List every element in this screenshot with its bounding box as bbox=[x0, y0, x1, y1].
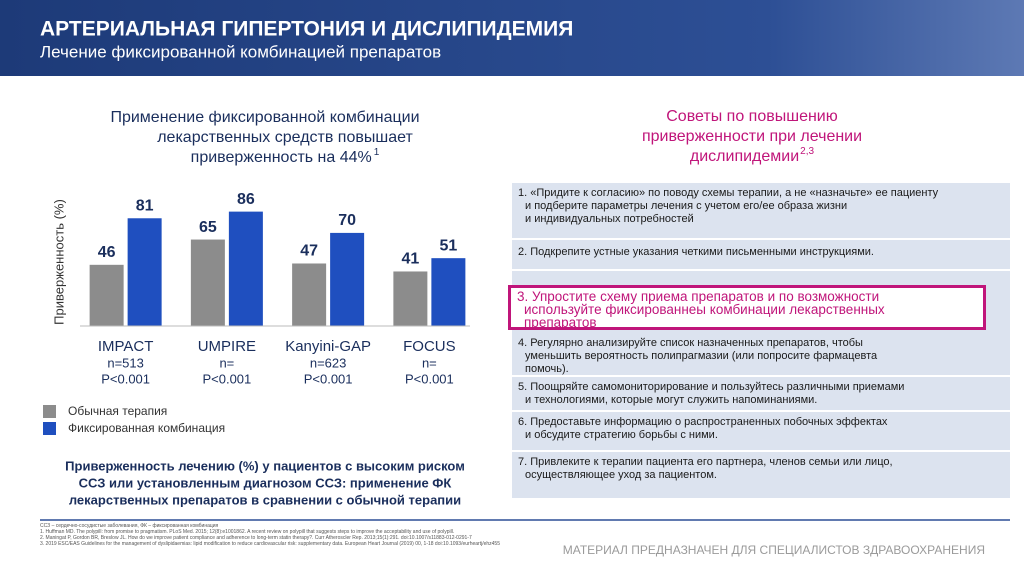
category-sublabel: P<0.001 bbox=[304, 371, 353, 386]
tip-line: 4. Регулярно анализируйте список назначе… bbox=[518, 337, 863, 349]
category-sublabel: P<0.001 bbox=[405, 371, 454, 386]
superscript: 1 bbox=[374, 147, 380, 158]
tips-title: приверженности при лечении bbox=[642, 128, 862, 145]
tip-line: 1. «Придите к согласию» по поводу схемы … bbox=[518, 187, 939, 199]
superscript: 2,3 bbox=[800, 146, 814, 157]
tips-title: дислипидемии2,3 bbox=[690, 146, 815, 166]
tip-line: и индивидуальных потребностей bbox=[525, 213, 694, 225]
value-label: 41 bbox=[401, 251, 419, 268]
footnote: ССЗ – сердечно-сосудистые заболевания, Ф… bbox=[40, 523, 219, 529]
legend-swatch bbox=[43, 405, 56, 418]
chart: Приверженность (%) 4681IMPACTn=513P<0.001… bbox=[43, 191, 470, 435]
chart-heading: Применение фиксированной комбинации bbox=[110, 109, 419, 126]
category-sublabel: P<0.001 bbox=[202, 371, 251, 386]
tips-title: Советы по повышению bbox=[666, 108, 838, 125]
bar bbox=[228, 211, 263, 326]
tip-line: осуществляющее уход за пациентом. bbox=[525, 469, 717, 481]
category-sublabel: P<0.001 bbox=[101, 371, 150, 386]
tip-line: 7. Привлеките к терапии пациента его пар… bbox=[518, 456, 893, 468]
bar bbox=[127, 218, 162, 326]
bar bbox=[431, 258, 466, 326]
tip-line: уменьшить вероятность полипрагмазии (или… bbox=[525, 350, 878, 362]
tip-line: 5. Поощряйте самомониторирование и польз… bbox=[518, 381, 905, 393]
chart-heading-line: приверженность на 44% bbox=[191, 149, 372, 166]
category-sublabel: n=623 bbox=[310, 355, 347, 370]
legend-label: Обычная терапия bbox=[68, 404, 167, 418]
header-band bbox=[0, 0, 1024, 76]
tip-line: 6. Предоставьте информацию о распростран… bbox=[518, 416, 888, 428]
tip-item: 1. «Придите к согласию» по поводу схемы … bbox=[512, 183, 1010, 240]
footnote: 1. Huffman MD. The polypill: from promis… bbox=[40, 529, 455, 535]
tips-title-line: Советы по повышению bbox=[666, 108, 838, 125]
chart-heading: лекарственных средств повышает bbox=[157, 129, 413, 146]
header-subtitle: Лечение фиксированной комбинацией препар… bbox=[40, 42, 441, 61]
chart-note: ССЗ или установленным диагнозом ССЗ: при… bbox=[79, 475, 452, 490]
tips-box: 1. «Придите к согласию» по поводу схемы … bbox=[508, 183, 1010, 500]
bar bbox=[393, 271, 428, 326]
category-sublabel: n=513 bbox=[107, 355, 144, 370]
tips-title-line: дислипидемии bbox=[690, 148, 799, 165]
value-label: 65 bbox=[199, 219, 217, 236]
bar bbox=[89, 264, 124, 326]
chart-heading: приверженность на 44% 1 bbox=[191, 147, 380, 167]
tip-item: 7. Привлеките к терапии пациента его пар… bbox=[512, 452, 1010, 500]
tip-item: 4. Регулярно анализируйте список назначе… bbox=[512, 333, 1010, 377]
value-label: 81 bbox=[136, 197, 154, 214]
tip-item: 5. Поощряйте самомониторирование и польз… bbox=[512, 377, 1010, 412]
bar bbox=[330, 232, 365, 326]
value-label: 47 bbox=[300, 243, 318, 260]
y-axis-label: Приверженность (%) bbox=[51, 199, 66, 325]
value-label: 51 bbox=[439, 237, 457, 254]
chart-heading-line: лекарственных средств повышает bbox=[157, 129, 413, 146]
footnote: 2. Maningat P, Gordon BR, Breslow JL. Ho… bbox=[40, 535, 472, 541]
tip-line: и технологиями, которые могут служить на… bbox=[525, 394, 818, 406]
tip-line: 2. Подкрепите устные указания четкими пи… bbox=[518, 246, 874, 258]
tip-line: 3. Упростите схему приема препаратов и п… bbox=[517, 289, 880, 304]
chart-heading-line: Применение фиксированной комбинации bbox=[110, 109, 419, 126]
legend-label: Фиксированная комбинация bbox=[68, 421, 225, 435]
tip-line: и подберите параметры лечения с учетом е… bbox=[525, 200, 848, 212]
footnotes: ССЗ – сердечно-сосудистые заболевания, Ф… bbox=[40, 523, 530, 547]
value-label: 46 bbox=[98, 244, 116, 261]
tip-item: 2. Подкрепите устные указания четкими пи… bbox=[512, 240, 1010, 271]
tips-title-line: приверженности при лечении bbox=[642, 128, 862, 145]
tip-line: используйте фиксированнеы комбинации лек… bbox=[524, 302, 885, 317]
bar bbox=[190, 239, 225, 326]
category-label: Kanyini-GAP bbox=[285, 338, 371, 355]
legend-swatch bbox=[43, 422, 56, 435]
tip-line: препаратов bbox=[524, 315, 597, 330]
tip-item: 6. Предоставьте информацию о распростран… bbox=[512, 412, 1010, 452]
category-label: UMPIRE bbox=[198, 338, 256, 355]
tip-line: и обсудите стратегию борьбы с ними. bbox=[525, 429, 718, 441]
category-sublabel: n= bbox=[219, 355, 234, 370]
chart-note: Приверженность лечению (%) у пациентов с… bbox=[65, 458, 465, 473]
tip-line: помочь). bbox=[525, 363, 569, 375]
category-label: IMPACT bbox=[98, 338, 154, 355]
chart-note: лекарственных препаратов в сравнении с о… bbox=[69, 492, 461, 507]
category-label: FOCUS bbox=[403, 338, 456, 355]
tip-item: 3. Упростите схему приема препаратов и п… bbox=[508, 285, 986, 330]
bar bbox=[292, 263, 327, 326]
footnote: 3. 2019 ESC/EAS Guidelines for the manag… bbox=[40, 541, 500, 547]
header-title: АРТЕРИАЛЬНАЯ ГИПЕРТОНИЯ И ДИСЛИПИДЕМИЯ bbox=[40, 18, 573, 41]
footer-text: МАТЕРИАЛ ПРЕДНАЗНАЧЕН ДЛЯ СПЕЦИАЛИСТОВ З… bbox=[563, 543, 985, 557]
value-label: 86 bbox=[237, 191, 255, 208]
value-label: 70 bbox=[338, 212, 356, 229]
category-sublabel: n= bbox=[422, 355, 437, 370]
